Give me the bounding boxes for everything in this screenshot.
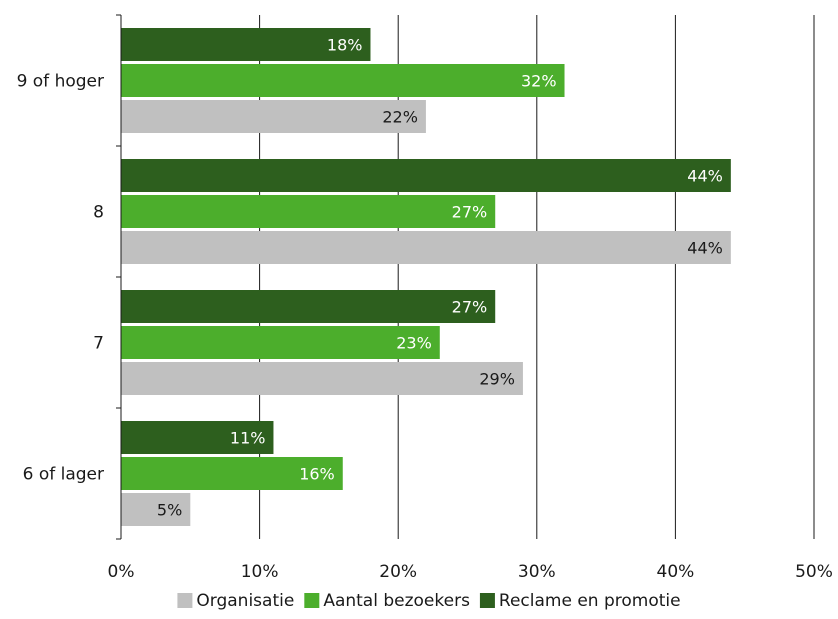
- category-label: 6 of lager: [23, 465, 104, 485]
- data-label: 27%: [452, 298, 488, 317]
- legend-swatch: [177, 593, 193, 608]
- x-tick-label: 20%: [379, 562, 417, 582]
- data-label: 29%: [479, 370, 515, 389]
- x-tick-label: 50%: [795, 562, 833, 582]
- bar: [121, 457, 343, 490]
- legend: Organisatie Aantal bezoekers Reclame en pr…: [177, 591, 681, 611]
- x-tick-label: 0%: [108, 562, 135, 582]
- data-label: 18%: [327, 36, 363, 55]
- bar: [121, 362, 523, 395]
- category-label: 7: [93, 334, 104, 354]
- legend-label: Aantal bezoekers: [323, 591, 470, 611]
- data-label: 16%: [299, 465, 335, 484]
- bar: [121, 290, 496, 323]
- bar: [121, 159, 731, 192]
- data-label: 5%: [157, 501, 182, 520]
- data-label: 44%: [687, 167, 723, 186]
- bar: [121, 28, 371, 61]
- bar: [121, 493, 191, 526]
- bar: [121, 421, 274, 454]
- x-tick-label: 30%: [518, 562, 556, 582]
- legend-label: Reclame en promotie: [499, 591, 681, 611]
- data-label: 27%: [452, 203, 488, 222]
- data-label: 22%: [382, 108, 418, 127]
- category-label: 9 of hoger: [17, 72, 104, 92]
- bar: [121, 64, 565, 97]
- data-label: 44%: [687, 239, 723, 258]
- bar: [121, 326, 440, 359]
- legend-swatch: [479, 593, 495, 608]
- bars: 18% 32% 22% 44% 27% 44% 27% 23% 29% 11% 16% 5%: [121, 28, 731, 526]
- data-label: 32%: [521, 72, 557, 91]
- bar: [121, 231, 731, 264]
- legend-swatch: [304, 593, 320, 608]
- data-label: 23%: [396, 334, 432, 353]
- x-tick-label: 10%: [241, 562, 279, 582]
- legend-label: Organisatie: [196, 591, 294, 611]
- data-label: 11%: [230, 429, 266, 448]
- bar: [121, 195, 496, 228]
- category-label: 8: [93, 203, 104, 223]
- bar: [121, 100, 426, 133]
- axes: 9 of hoger 8 7 6 of lager 0% 10% 20% 30% 40% 50%: [17, 14, 833, 582]
- x-tick-label: 40%: [657, 562, 695, 582]
